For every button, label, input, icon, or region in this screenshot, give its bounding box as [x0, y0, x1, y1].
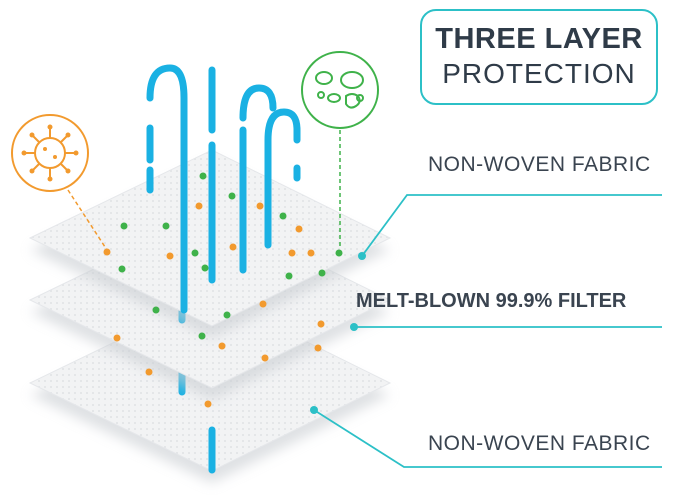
three-layer-badge: THREE LAYER PROTECTION [420, 9, 658, 105]
bottom-layer-label: NON-WOVEN FABRIC [428, 432, 651, 455]
airflow-upper [146, 64, 301, 314]
virus-icon [11, 114, 108, 251]
bacteria-particles [118, 172, 343, 340]
badge-line-2: PROTECTION [442, 58, 636, 89]
top-layer-label: NON-WOVEN FABRIC [428, 153, 651, 176]
middle-layer-label: MELT-BLOWN 99.9% FILTER [356, 290, 627, 312]
leader-lines [313, 194, 662, 468]
leader-dots [310, 252, 366, 414]
virus-particles [103, 202, 325, 408]
badge-line-1: THREE LAYER [435, 23, 643, 55]
bacteria-icon [301, 51, 379, 248]
